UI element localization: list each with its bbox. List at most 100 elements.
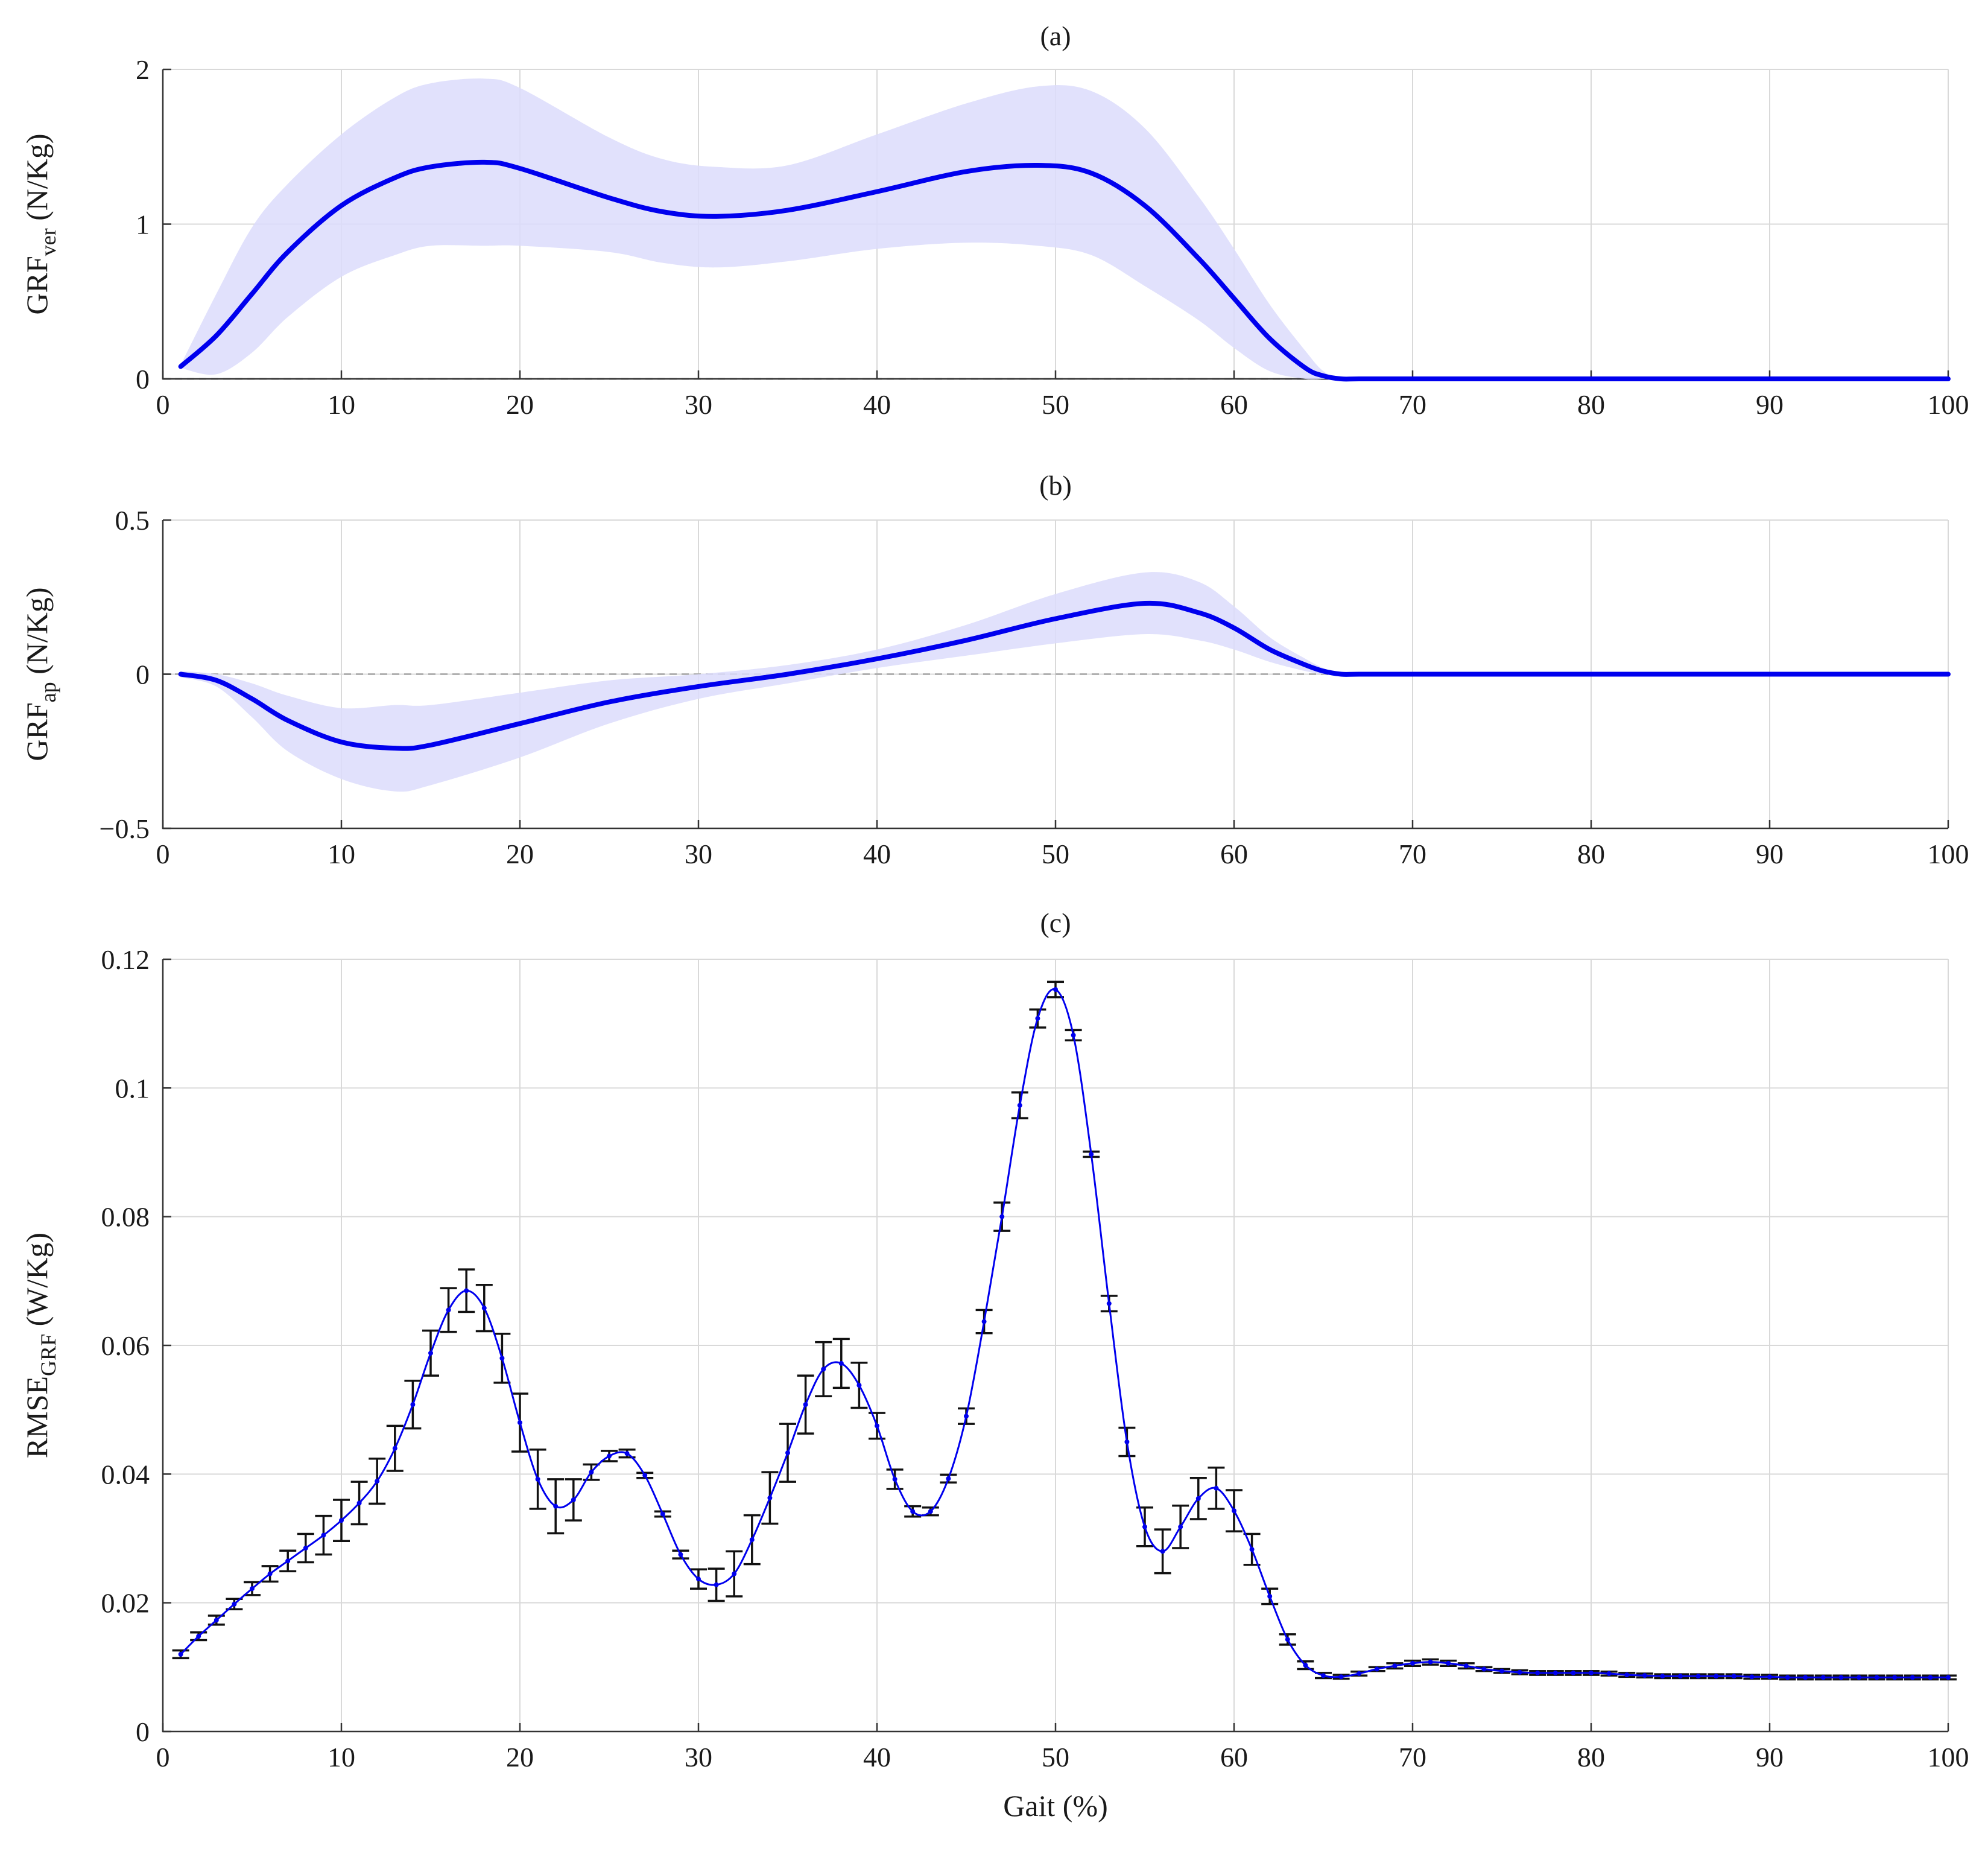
data-point [696, 1576, 701, 1582]
data-point [910, 1509, 916, 1514]
data-point [464, 1288, 469, 1293]
data-point [1749, 1674, 1755, 1680]
x-tick-label: 80 [1577, 1742, 1605, 1773]
data-point [1356, 1671, 1362, 1676]
data-point [1303, 1663, 1308, 1668]
data-point [1267, 1594, 1273, 1599]
panel-title-c: (c) [1040, 907, 1071, 938]
y-tick-label: 0.08 [101, 1202, 150, 1233]
data-point [946, 1476, 951, 1481]
x-tick-label: 40 [863, 839, 891, 869]
data-point [1838, 1675, 1844, 1680]
x-tick-label: 40 [863, 1742, 891, 1773]
y-tick-label: 2 [136, 54, 150, 85]
x-tick-label: 30 [685, 389, 712, 420]
data-point [785, 1450, 790, 1456]
data-point [1624, 1672, 1630, 1678]
y-tick-label: 0 [136, 364, 150, 395]
data-point [1767, 1674, 1772, 1680]
data-point [1124, 1439, 1130, 1444]
data-point [1232, 1508, 1236, 1514]
data-point [732, 1571, 737, 1576]
x-tick-label: 100 [1928, 839, 1969, 869]
data-point [392, 1446, 397, 1451]
data-point [571, 1497, 576, 1502]
x-tick-label: 60 [1220, 1742, 1248, 1773]
data-point [1606, 1671, 1612, 1676]
data-point [1321, 1673, 1326, 1678]
data-point [660, 1511, 665, 1517]
data-point [1535, 1670, 1540, 1675]
data-point [339, 1518, 344, 1523]
data-point [1178, 1524, 1183, 1529]
data-point [714, 1582, 719, 1587]
data-point [178, 1652, 183, 1657]
chart-panel-c: (c) 0 10 20 30 40 50 60 70 80 90 100 0 0.02 0.04 0.06 0.… [20, 907, 1969, 1823]
y-axis-label-sub: ap [36, 682, 60, 702]
x-tick-label: 20 [506, 1742, 534, 1773]
y-tick-label: 0.1 [115, 1073, 150, 1103]
data-point [1017, 1103, 1022, 1108]
x-tick-label: 30 [685, 839, 712, 869]
data-point [1214, 1485, 1219, 1491]
x-tick-label: 10 [328, 839, 355, 869]
data-point [803, 1402, 808, 1408]
x-tick-label: 90 [1756, 389, 1784, 420]
y-axis-label-units: (N/Kg) [20, 587, 54, 682]
data-point [1820, 1675, 1826, 1680]
data-point [1660, 1674, 1665, 1679]
data-point [1499, 1668, 1504, 1674]
confidence-band [180, 78, 1948, 379]
data-point [1553, 1670, 1558, 1675]
data-point [642, 1473, 648, 1478]
data-point [1571, 1670, 1576, 1675]
panel-title-a: (a) [1040, 21, 1071, 51]
data-point [250, 1586, 255, 1592]
data-point [1142, 1524, 1147, 1529]
data-point [1428, 1659, 1433, 1665]
data-point [375, 1479, 380, 1484]
data-point [1446, 1660, 1451, 1666]
data-point [1857, 1675, 1861, 1680]
data-point [875, 1423, 879, 1429]
x-tick-label: 10 [328, 389, 355, 420]
series-line-b [178, 600, 1951, 751]
data-point [1035, 1016, 1040, 1021]
data-point [1338, 1674, 1344, 1680]
data-point [892, 1476, 897, 1482]
data-point [1410, 1660, 1415, 1666]
x-tick-label: 0 [156, 839, 170, 869]
x-tick-label: 100 [1928, 389, 1969, 420]
data-point [1910, 1675, 1915, 1680]
data-point [1195, 1496, 1201, 1501]
series-line-c [180, 988, 1949, 1678]
x-tick-label: 70 [1399, 389, 1426, 420]
y-axis-label: RMSEGRF (W/Kg) [20, 1233, 60, 1458]
data-point [1946, 1675, 1951, 1680]
data-point [1928, 1675, 1933, 1680]
chart-panel-a: (a) 0 10 20 30 40 50 60 70 80 90 100 0 1 2 GRFver (N/Kg… [20, 21, 1969, 420]
data-point [1695, 1674, 1701, 1679]
y-axis-label: GRFap (N/Kg) [20, 587, 60, 761]
data-point [1678, 1674, 1683, 1679]
data-point [356, 1500, 362, 1506]
x-tick-label: 20 [506, 839, 534, 869]
y-tick-label: 0.04 [101, 1459, 150, 1490]
data-point [589, 1470, 594, 1475]
data-point [821, 1366, 826, 1372]
x-axis-label: Gait (%) [1003, 1789, 1108, 1823]
y-tick-label: 0 [136, 659, 150, 690]
data-point [428, 1350, 433, 1356]
x-tick-label: 100 [1928, 1742, 1969, 1773]
data-point [928, 1509, 933, 1514]
data-point [1892, 1675, 1898, 1680]
data-point [1249, 1547, 1255, 1552]
y-axis-label-main: RMSE [20, 1376, 54, 1458]
y-axis-label: GRFver (N/Kg) [20, 133, 60, 314]
data-point [749, 1537, 755, 1543]
data-point [535, 1476, 540, 1482]
data-point [518, 1420, 522, 1425]
x-tick-label: 50 [1042, 1742, 1069, 1773]
